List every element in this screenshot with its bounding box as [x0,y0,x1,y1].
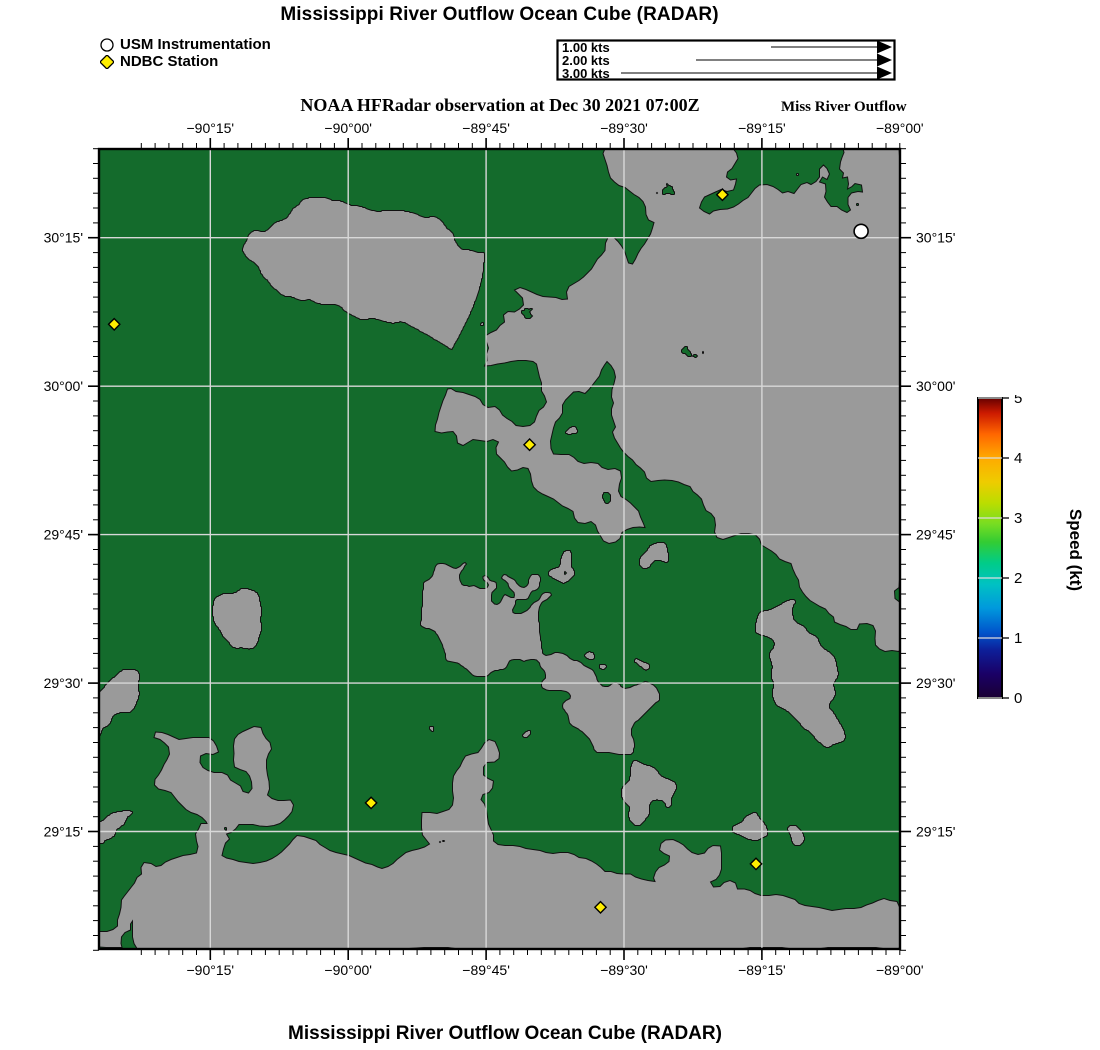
svg-text:1: 1 [1014,630,1022,647]
svg-text:29°30': 29°30' [916,675,955,691]
svg-text:−90°00': −90°00' [324,962,372,978]
svg-text:−90°15': −90°15' [187,962,235,978]
svg-text:4: 4 [1014,450,1022,467]
svg-text:−89°00': −89°00' [876,120,924,136]
svg-text:−89°15': −89°15' [738,120,786,136]
svg-text:−89°45': −89°45' [462,962,510,978]
svg-text:0: 0 [1014,690,1022,705]
svg-text:−89°45': −89°45' [462,120,510,136]
svg-text:−89°30': −89°30' [600,962,648,978]
svg-text:−90°15': −90°15' [187,120,235,136]
svg-text:5: 5 [1014,395,1022,407]
svg-text:2: 2 [1014,570,1022,587]
svg-text:−89°00': −89°00' [876,962,924,978]
svg-text:30°15': 30°15' [44,230,83,246]
svg-text:−89°15': −89°15' [738,962,786,978]
svg-text:30°00': 30°00' [44,378,83,394]
svg-text:29°30': 29°30' [44,675,83,691]
svg-text:29°15': 29°15' [44,823,83,839]
svg-text:Speed (kt): Speed (kt) [1066,509,1085,591]
svg-text:3: 3 [1014,510,1022,527]
svg-text:30°00': 30°00' [916,378,955,394]
svg-text:29°45': 29°45' [916,526,955,542]
svg-text:29°15': 29°15' [916,823,955,839]
svg-text:30°15': 30°15' [916,230,955,246]
svg-text:−90°00': −90°00' [324,120,372,136]
svg-text:29°45': 29°45' [44,526,83,542]
svg-text:−89°30': −89°30' [600,120,648,136]
